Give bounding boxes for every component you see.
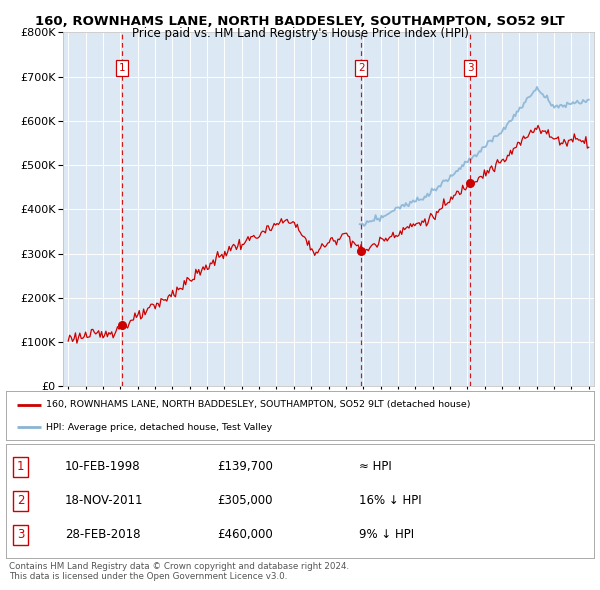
Text: 3: 3 [17,529,25,542]
Text: 3: 3 [467,63,473,73]
Text: HPI: Average price, detached house, Test Valley: HPI: Average price, detached house, Test… [46,423,272,432]
Text: 1: 1 [17,460,25,473]
Text: 28-FEB-2018: 28-FEB-2018 [65,529,140,542]
Text: Contains HM Land Registry data © Crown copyright and database right 2024.: Contains HM Land Registry data © Crown c… [9,562,349,571]
Text: Price paid vs. HM Land Registry's House Price Index (HPI): Price paid vs. HM Land Registry's House … [131,27,469,40]
Text: 2: 2 [358,63,364,73]
Text: 16% ↓ HPI: 16% ↓ HPI [359,494,421,507]
Text: £460,000: £460,000 [218,529,274,542]
Text: ≈ HPI: ≈ HPI [359,460,392,473]
Text: £305,000: £305,000 [218,494,273,507]
Text: 2: 2 [17,494,25,507]
Text: 160, ROWNHAMS LANE, NORTH BADDESLEY, SOUTHAMPTON, SO52 9LT (detached house): 160, ROWNHAMS LANE, NORTH BADDESLEY, SOU… [46,400,470,409]
Text: 9% ↓ HPI: 9% ↓ HPI [359,529,414,542]
Text: This data is licensed under the Open Government Licence v3.0.: This data is licensed under the Open Gov… [9,572,287,581]
Text: £139,700: £139,700 [218,460,274,473]
Text: 160, ROWNHAMS LANE, NORTH BADDESLEY, SOUTHAMPTON, SO52 9LT: 160, ROWNHAMS LANE, NORTH BADDESLEY, SOU… [35,15,565,28]
Text: 10-FEB-1998: 10-FEB-1998 [65,460,140,473]
Text: 18-NOV-2011: 18-NOV-2011 [65,494,143,507]
Text: 1: 1 [119,63,125,73]
